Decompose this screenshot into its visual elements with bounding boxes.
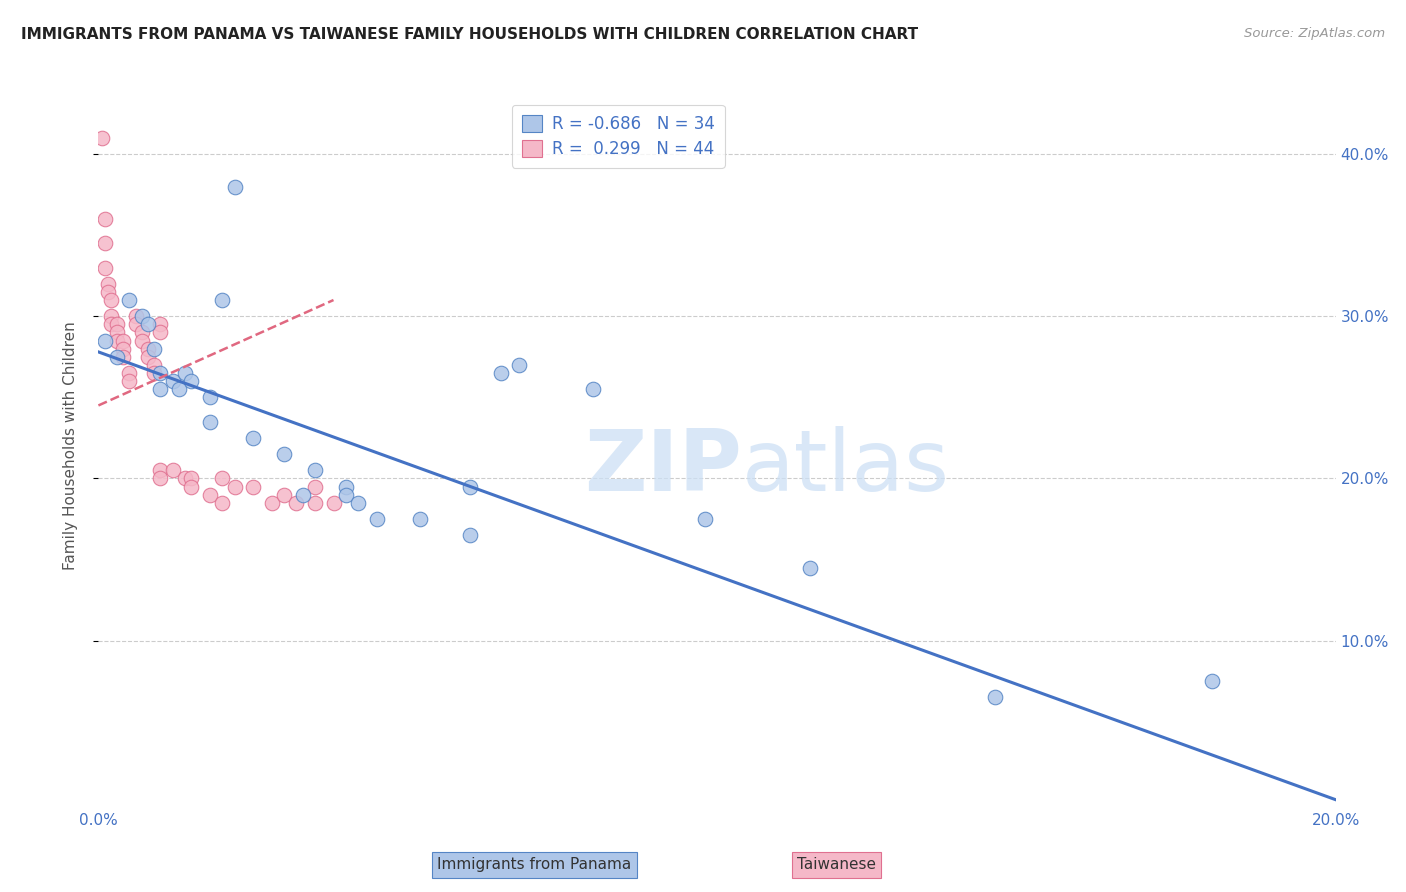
Point	[335, 488, 357, 502]
Text: Immigrants from Panama: Immigrants from Panama	[437, 857, 631, 872]
Point	[304, 463, 326, 477]
Point	[489, 366, 512, 380]
Point	[242, 431, 264, 445]
Point	[984, 690, 1007, 705]
Point	[458, 528, 481, 542]
Point	[162, 374, 184, 388]
Point	[273, 447, 295, 461]
Point	[458, 479, 481, 493]
Point	[322, 496, 344, 510]
Point	[97, 277, 120, 291]
Point	[162, 463, 184, 477]
Point	[347, 496, 370, 510]
Point	[180, 471, 202, 485]
Point	[291, 488, 314, 502]
Point	[93, 211, 115, 226]
Point	[198, 488, 221, 502]
Point	[105, 334, 128, 348]
Point	[149, 463, 172, 477]
Point	[105, 326, 128, 340]
Point	[93, 260, 115, 275]
Point	[112, 342, 135, 356]
Point	[211, 293, 233, 307]
Point	[693, 512, 716, 526]
Point	[149, 318, 172, 332]
Point	[100, 310, 122, 324]
Point	[97, 285, 120, 299]
Text: atlas: atlas	[742, 425, 950, 509]
Point	[131, 310, 153, 324]
Point	[90, 131, 112, 145]
Point	[131, 334, 153, 348]
Point	[335, 479, 357, 493]
Point	[93, 334, 115, 348]
Point	[131, 326, 153, 340]
Point	[105, 318, 128, 332]
Point	[118, 366, 141, 380]
Point	[136, 318, 159, 332]
Point	[124, 310, 146, 324]
Text: IMMIGRANTS FROM PANAMA VS TAIWANESE FAMILY HOUSEHOLDS WITH CHILDREN CORRELATION : IMMIGRANTS FROM PANAMA VS TAIWANESE FAMI…	[21, 27, 918, 42]
Point	[100, 318, 122, 332]
Point	[174, 366, 197, 380]
Point	[174, 471, 197, 485]
Text: Taiwanese: Taiwanese	[797, 857, 876, 872]
Point	[285, 496, 308, 510]
Point	[180, 374, 202, 388]
Point	[409, 512, 432, 526]
Point	[105, 350, 128, 364]
Point	[242, 479, 264, 493]
Point	[1201, 674, 1223, 689]
Point	[149, 366, 172, 380]
Point	[799, 560, 821, 574]
Point	[93, 236, 115, 251]
Point	[180, 479, 202, 493]
Point	[143, 366, 166, 380]
Point	[260, 496, 283, 510]
Point	[118, 293, 141, 307]
Legend: R = -0.686   N = 34, R =  0.299   N = 44: R = -0.686 N = 34, R = 0.299 N = 44	[512, 104, 724, 168]
Point	[366, 512, 388, 526]
Point	[224, 179, 246, 194]
Point	[211, 471, 233, 485]
Point	[143, 342, 166, 356]
Text: Source: ZipAtlas.com: Source: ZipAtlas.com	[1244, 27, 1385, 40]
Point	[143, 358, 166, 372]
Point	[149, 382, 172, 396]
Point	[100, 293, 122, 307]
Point	[198, 390, 221, 404]
Point	[149, 471, 172, 485]
Point	[118, 374, 141, 388]
Point	[112, 334, 135, 348]
Point	[167, 382, 190, 396]
Point	[136, 342, 159, 356]
Point	[198, 415, 221, 429]
Text: ZIP: ZIP	[583, 425, 742, 509]
Point	[508, 358, 530, 372]
Point	[224, 479, 246, 493]
Point	[304, 479, 326, 493]
Point	[273, 488, 295, 502]
Point	[211, 496, 233, 510]
Point	[112, 350, 135, 364]
Y-axis label: Family Households with Children: Family Households with Children	[63, 322, 77, 570]
Point	[582, 382, 605, 396]
Point	[304, 496, 326, 510]
Point	[149, 326, 172, 340]
Point	[124, 318, 146, 332]
Point	[136, 350, 159, 364]
